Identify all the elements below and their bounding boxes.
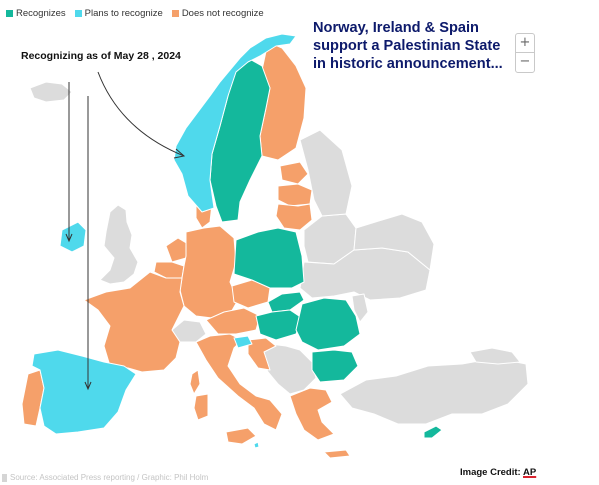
region-sicily (225, 427, 257, 445)
region-georgia (469, 347, 521, 365)
region-moldova (351, 293, 369, 323)
region-bulgaria (311, 349, 359, 383)
credit-prefix: Image Credit: (460, 467, 523, 478)
zoom-out-button[interactable]: − (516, 52, 534, 71)
region-netherlands (165, 237, 189, 263)
region-slovakia (267, 291, 305, 313)
region-portugal (21, 369, 45, 427)
region-romania (295, 297, 361, 351)
source-mark (2, 474, 7, 482)
region-greece (289, 387, 335, 441)
region-russia (299, 129, 435, 271)
annotation-arrows (65, 71, 186, 391)
region-ireland (59, 221, 87, 253)
region-crete (323, 449, 351, 459)
source-text: Source: Associated Press reporting / Gra… (10, 473, 209, 482)
region-poland (233, 227, 305, 289)
legend-label: Does not recognize (181, 8, 264, 19)
region-norway (173, 33, 297, 213)
legend-swatch-recognizes (6, 10, 13, 17)
region-france (83, 271, 185, 373)
credit-brand: AP (523, 467, 537, 478)
legend-label: Recognizes (16, 8, 66, 19)
arrowhead-spain (84, 381, 92, 391)
legend-item-plans: Plans to recognize (74, 8, 163, 19)
region-corsica (189, 369, 201, 395)
region-sardinia (193, 393, 209, 421)
region-malta (253, 441, 260, 449)
legend-item-recognizes: Recognizes (6, 8, 66, 19)
legend-label: Plans to recognize (84, 8, 163, 19)
region-estonia (279, 161, 309, 185)
arrowhead-ireland (65, 233, 73, 243)
arrowhead-norway (173, 148, 186, 159)
image-credit: Image Credit: AP (460, 467, 536, 478)
zoom-control: + − (515, 33, 535, 73)
region-turkey (339, 357, 529, 425)
region-uk (99, 204, 139, 285)
region-iceland (29, 81, 73, 103)
map-legend: Recognizes Plans to recognize Does not r… (6, 8, 264, 19)
headline: Norway, Ireland & Spain support a Palest… (313, 20, 503, 72)
region-balkans (257, 343, 317, 395)
arrow-to-norway (97, 71, 185, 157)
region-spain (31, 349, 137, 435)
region-slovenia (233, 335, 253, 349)
legend-swatch-plans (74, 10, 82, 17)
region-latvia (277, 183, 313, 207)
region-croatia (247, 337, 277, 371)
region-germany (179, 225, 239, 319)
legend-item-does-not: Does not recognize (171, 8, 264, 19)
region-cyprus (423, 425, 443, 439)
region-lithuania (275, 203, 313, 231)
zoom-in-button[interactable]: + (519, 35, 531, 50)
map-annotation: Recognizing as of May 28 , 2024 (21, 50, 181, 62)
legend-swatch-does-not (171, 10, 179, 17)
region-hungary (255, 309, 303, 341)
